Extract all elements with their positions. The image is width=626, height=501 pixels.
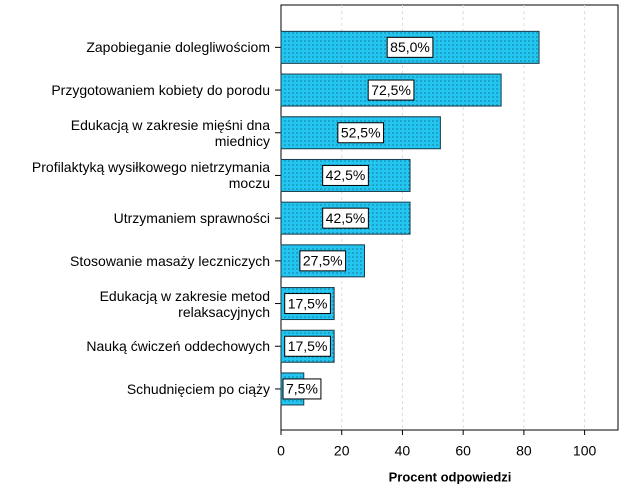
value-label: 17,5%: [288, 295, 328, 311]
x-tick-label: 60: [455, 443, 471, 459]
x-tick-label: 100: [573, 443, 597, 459]
value-label: 42,5%: [326, 210, 366, 226]
y-tick-label: Zapobieganie dolegliwościom: [86, 39, 270, 56]
value-label: 27,5%: [303, 253, 343, 269]
value-label-box: [284, 335, 331, 357]
value-label-box: [322, 164, 369, 186]
y-tick-label: Edukacją w zakresie metod relaksacyjnych: [99, 287, 270, 320]
y-tick-label: Edukacją w zakresie mięśni dna miednicy: [70, 116, 270, 149]
value-label-box: [322, 207, 369, 229]
value-label: 7,5%: [286, 381, 318, 397]
y-tick-label: Schudnięciem po ciąży: [126, 380, 270, 397]
y-tick-label: Nauką ćwiczeń oddechowych: [86, 338, 270, 355]
y-tick-label: Profilaktyką wysiłkowego nietrzymania mo…: [31, 159, 270, 192]
x-tick-label: 0: [277, 443, 285, 459]
value-label-box: [299, 250, 347, 272]
x-axis-label: Procent odpowiedzi: [389, 469, 512, 484]
value-label-box: [282, 378, 322, 400]
value-label-box: [367, 79, 415, 101]
x-tick-label: 40: [395, 443, 411, 459]
value-label-box: [284, 293, 331, 315]
value-label-box: [337, 122, 385, 144]
x-tick-label: 80: [516, 443, 532, 459]
value-label: 72,5%: [371, 82, 411, 98]
y-tick-label: Utrzymaniem sprawności: [113, 210, 270, 227]
x-tick-label: 20: [334, 443, 350, 459]
value-label: 52,5%: [341, 124, 381, 140]
value-label-box: [386, 36, 434, 58]
value-label: 17,5%: [288, 338, 328, 354]
value-label: 42,5%: [326, 167, 366, 183]
value-label: 85,0%: [390, 39, 430, 55]
y-tick-label: Stosowanie masaży leczniczych: [70, 252, 270, 269]
y-tick-label: Przygotowaniem kobiety do porodu: [51, 82, 270, 99]
